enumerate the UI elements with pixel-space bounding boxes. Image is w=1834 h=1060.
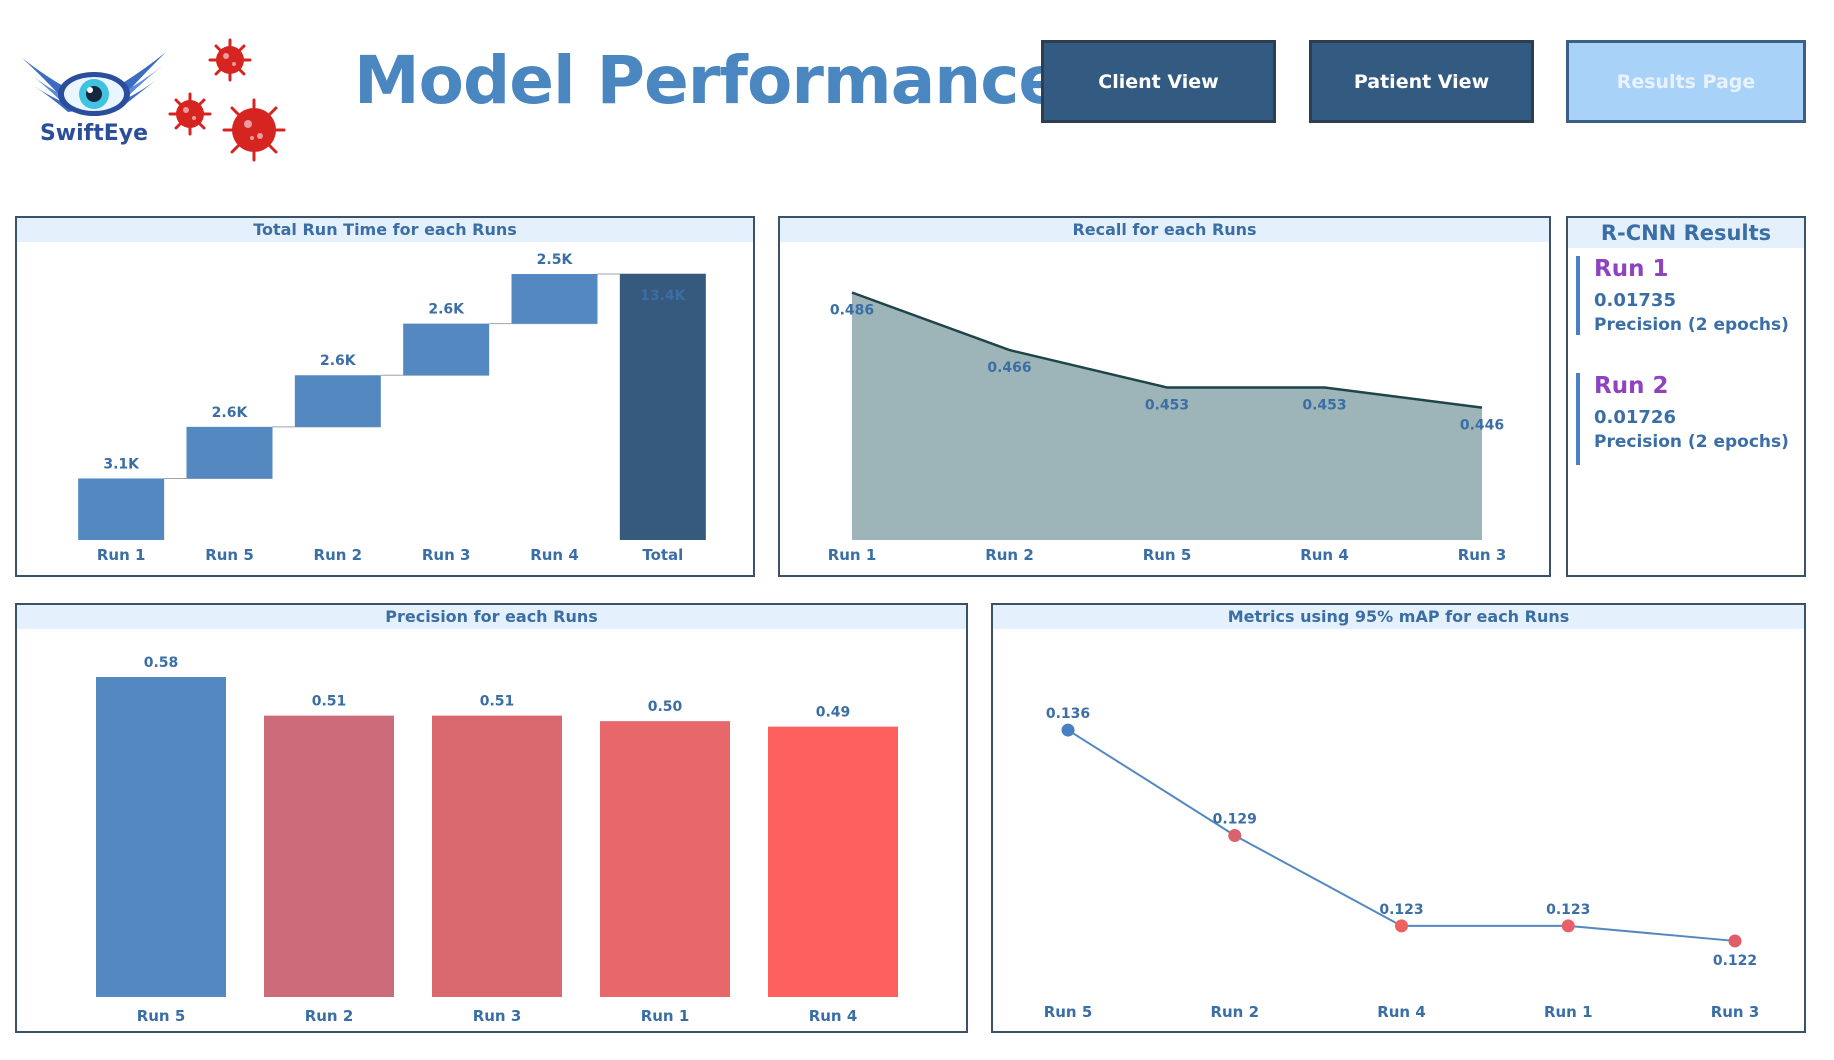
data-label: 0.123 [1379, 902, 1423, 918]
map-chart: 0.136 Run 5 0.129 Run 2 0.123 Run 4 0.123 Run 1… [1044, 706, 1760, 1021]
x-tick-label: Run 1 [828, 546, 877, 564]
rcnn-run-card: Run 2 0.01726 Precision (2 epochs) [1576, 373, 1794, 465]
data-label: 0.129 [1213, 812, 1257, 828]
map-chart-panel: Metrics using 95% mAP for each Runs 0.13… [991, 603, 1806, 1033]
patient-view-button[interactable]: Patient View [1309, 40, 1534, 123]
x-tick-label: Run 3 [473, 1007, 522, 1025]
swifteye-logo: SwiftEye [14, 38, 304, 168]
x-tick-label: Run 5 [1044, 1003, 1093, 1021]
data-label: 2.6K [428, 302, 465, 318]
waterfall-bar [294, 375, 381, 427]
recall-line [851, 291, 1483, 409]
precision-bar [96, 677, 226, 997]
data-label: 0.453 [1145, 397, 1189, 413]
data-label: 13.4K [640, 288, 687, 304]
x-tick-label: Run 4 [809, 1007, 858, 1025]
x-tick-label: Run 2 [314, 546, 363, 564]
recall-chart: 0.486 Run 1 0.466 Run 2 0.453 Run 5 0.453 Run 4… [828, 291, 1507, 564]
x-tick-label: Run 5 [1143, 546, 1192, 564]
x-tick-label: Run 3 [1711, 1003, 1760, 1021]
map-chart-title: Metrics using 95% mAP for each Runs [993, 605, 1804, 629]
recall-chart-title: Recall for each Runs [780, 218, 1549, 242]
rcnn-run-value: 0.01726 [1594, 407, 1676, 428]
data-label: 0.51 [480, 694, 515, 710]
data-label: 0.122 [1713, 953, 1757, 969]
run-time-chart: 3.1K Run 1 2.6K Run 5 2.6K Run 2 2.6K Run 3 2.5K… [78, 252, 706, 564]
data-label: 0.466 [987, 360, 1031, 376]
x-tick-label: Run 5 [137, 1007, 186, 1025]
x-tick-label: Run 2 [305, 1007, 354, 1025]
rcnn-run-value: 0.01735 [1594, 290, 1676, 311]
rcnn-title: R-CNN Results [1568, 218, 1804, 248]
data-label: 0.123 [1546, 902, 1590, 918]
x-tick-label: Run 4 [1300, 546, 1349, 564]
data-label: 3.1K [103, 456, 140, 472]
map-point [1395, 919, 1408, 933]
precision-chart: 0.58 Run 5 0.51 Run 2 0.51 Run 3 0.50 Run 1 0.49… [96, 655, 898, 1025]
map-point [1728, 934, 1742, 948]
waterfall-bar [186, 426, 273, 479]
rcnn-results-panel: R-CNN Results Run 1 0.01735 Precision (2… [1566, 216, 1806, 577]
waterfall-bar [403, 323, 490, 376]
recall-area [852, 292, 1482, 540]
client-view-button[interactable]: Client View [1041, 40, 1276, 123]
waterfall-bar [78, 478, 165, 540]
x-tick-label: Run 3 [1458, 546, 1507, 564]
virus-icon [176, 46, 276, 152]
eye-wings-icon: SwiftEye [22, 38, 286, 162]
x-tick-label: Run 4 [1377, 1003, 1426, 1021]
rcnn-run-name: Run 2 [1594, 373, 1669, 399]
run-time-chart-panel: Total Run Time for each Runs 3.1K Run 1 2.… [15, 216, 755, 577]
data-label: 0.58 [144, 655, 179, 671]
x-tick-label: Run 1 [97, 546, 146, 564]
brand-name: SwiftEye [40, 121, 148, 146]
waterfall-bar [619, 274, 706, 540]
x-tick-label: Run 3 [422, 546, 471, 564]
x-tick-label: Run 5 [205, 546, 254, 564]
data-label: 0.50 [648, 699, 683, 715]
rcnn-run-card: Run 1 0.01735 Precision (2 epochs) [1576, 256, 1794, 335]
data-label: 0.486 [830, 303, 874, 319]
precision-bar [768, 726, 898, 997]
run-time-chart-title: Total Run Time for each Runs [17, 218, 753, 242]
precision-chart-panel: Precision for each Runs 0.58 Run 5 0.51 Run… [15, 603, 968, 1033]
x-tick-label: Run 4 [530, 546, 579, 564]
precision-bar [432, 715, 562, 997]
map-point [1561, 919, 1575, 933]
data-label: 0.49 [816, 705, 851, 721]
precision-bar [264, 715, 394, 997]
precision-bar [600, 721, 730, 997]
data-label: 0.446 [1460, 418, 1504, 434]
map-point [1228, 829, 1242, 842]
data-label: 2.5K [537, 252, 574, 268]
precision-chart-title: Precision for each Runs [17, 605, 966, 629]
x-tick-label: Run 2 [985, 546, 1034, 564]
rcnn-run-metric: Precision (2 epochs) [1594, 432, 1789, 452]
x-tick-label: Total [642, 546, 683, 564]
recall-chart-panel: Recall for each Runs 0.486 Run 1 0.466 Run … [778, 216, 1551, 577]
rcnn-run-name: Run 1 [1594, 256, 1669, 282]
waterfall-bar [511, 274, 598, 324]
x-tick-label: Run 1 [1544, 1003, 1593, 1021]
results-page-button[interactable]: Results Page [1566, 40, 1806, 123]
data-label: 2.6K [320, 353, 357, 369]
data-label: 0.453 [1302, 397, 1346, 413]
data-label: 0.136 [1046, 706, 1090, 722]
map-point [1061, 723, 1075, 737]
x-tick-label: Run 2 [1210, 1003, 1259, 1021]
page-title: Model Performance [354, 42, 1063, 119]
rcnn-run-metric: Precision (2 epochs) [1594, 315, 1789, 335]
data-label: 2.6K [212, 405, 249, 421]
x-tick-label: Run 1 [641, 1007, 690, 1025]
data-label: 0.51 [312, 694, 347, 710]
